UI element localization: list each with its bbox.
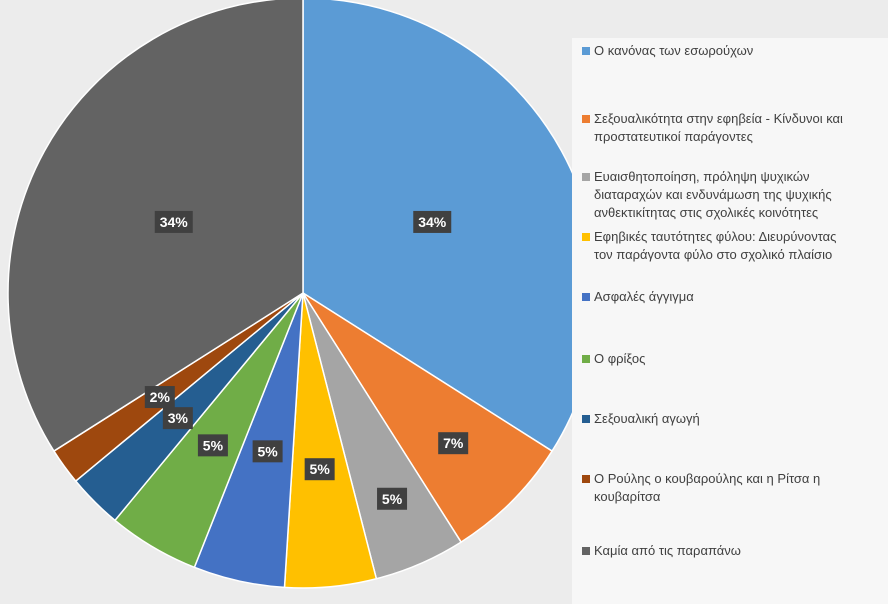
data-label-text: 34% [160,214,189,230]
data-label-box [162,407,193,430]
legend-item: Ο κανόνας των εσωρούχων [582,42,888,60]
legend-swatch [582,475,590,483]
data-label-box [413,210,452,233]
legend-label: Ο Ρούλης ο κουβαρούλης και η Ρίτσα η κου… [594,471,821,504]
legend-swatch [582,547,590,555]
legend-item: Σεξουαλικότητα στην εφηβεία - Κίνδυνοι κ… [582,110,888,146]
data-label-text: 7% [443,435,464,451]
legend-swatch [582,293,590,301]
legend-item: Ο Ρούλης ο κουβαρούλης και η Ρίτσα η κου… [582,470,888,506]
legend-swatch [582,233,590,241]
data-label-5: 5% [252,440,283,463]
data-label-9: 34% [154,210,193,233]
data-label-text: 3% [168,410,189,426]
data-label-4: 5% [304,458,335,481]
data-label-box [252,440,283,463]
legend-label: Σεξουαλικότητα στην εφηβεία - Κίνδυνοι κ… [594,111,843,144]
legend-swatch [582,47,590,55]
data-label-3: 5% [377,487,408,510]
legend-item: Ο φρίξος [582,350,888,368]
data-label-7: 3% [162,407,193,430]
data-label-text: 5% [382,491,403,507]
legend-item: Ευαισθητοποίηση, πρόληψη ψυχικών διαταρα… [582,168,888,222]
legend-swatch [582,115,590,123]
legend: Ο κανόνας των εσωρούχων Σεξουαλικότητα στ… [572,38,888,604]
legend-label: Ο φρίξος [594,351,646,366]
data-label-box [438,432,469,455]
pie-slice-2 [302,292,554,544]
legend-label: Καμία από τις παραπάνω [594,543,741,558]
legend-label: Εφηβικές ταυτότητες φύλου: Διευρύνοντας … [594,229,837,262]
data-label-box [304,458,335,481]
data-label-8: 2% [144,386,175,409]
data-label-2: 7% [438,432,469,455]
data-label-box [154,210,193,233]
data-label-box [197,434,228,457]
legend-label: Ευαισθητοποίηση, πρόληψη ψυχικών διαταρα… [594,169,832,220]
legend-item: Σεξουαλική αγωγή [582,410,888,428]
legend-item: Ασφαλές άγγιγμα [582,288,888,306]
data-label-text: 5% [257,443,278,459]
data-label-1: 34% [413,210,452,233]
legend-item: Καμία από τις παραπάνω [582,542,888,560]
legend-swatch [582,415,590,423]
data-label-text: 5% [203,437,224,453]
data-label-text: 2% [150,389,171,405]
data-label-box [144,386,175,409]
legend-swatch [582,173,590,181]
data-label-box [377,487,408,510]
legend-swatch [582,355,590,363]
legend-label: Ο κανόνας των εσωρούχων [594,43,754,58]
legend-label: Ασφαλές άγγιγμα [594,289,694,304]
data-label-text: 5% [310,461,331,477]
data-label-text: 34% [418,214,447,230]
data-label-6: 5% [197,434,228,457]
legend-label: Σεξουαλική αγωγή [594,411,700,426]
legend-item: Εφηβικές ταυτότητες φύλου: Διευρύνοντας … [582,228,888,264]
